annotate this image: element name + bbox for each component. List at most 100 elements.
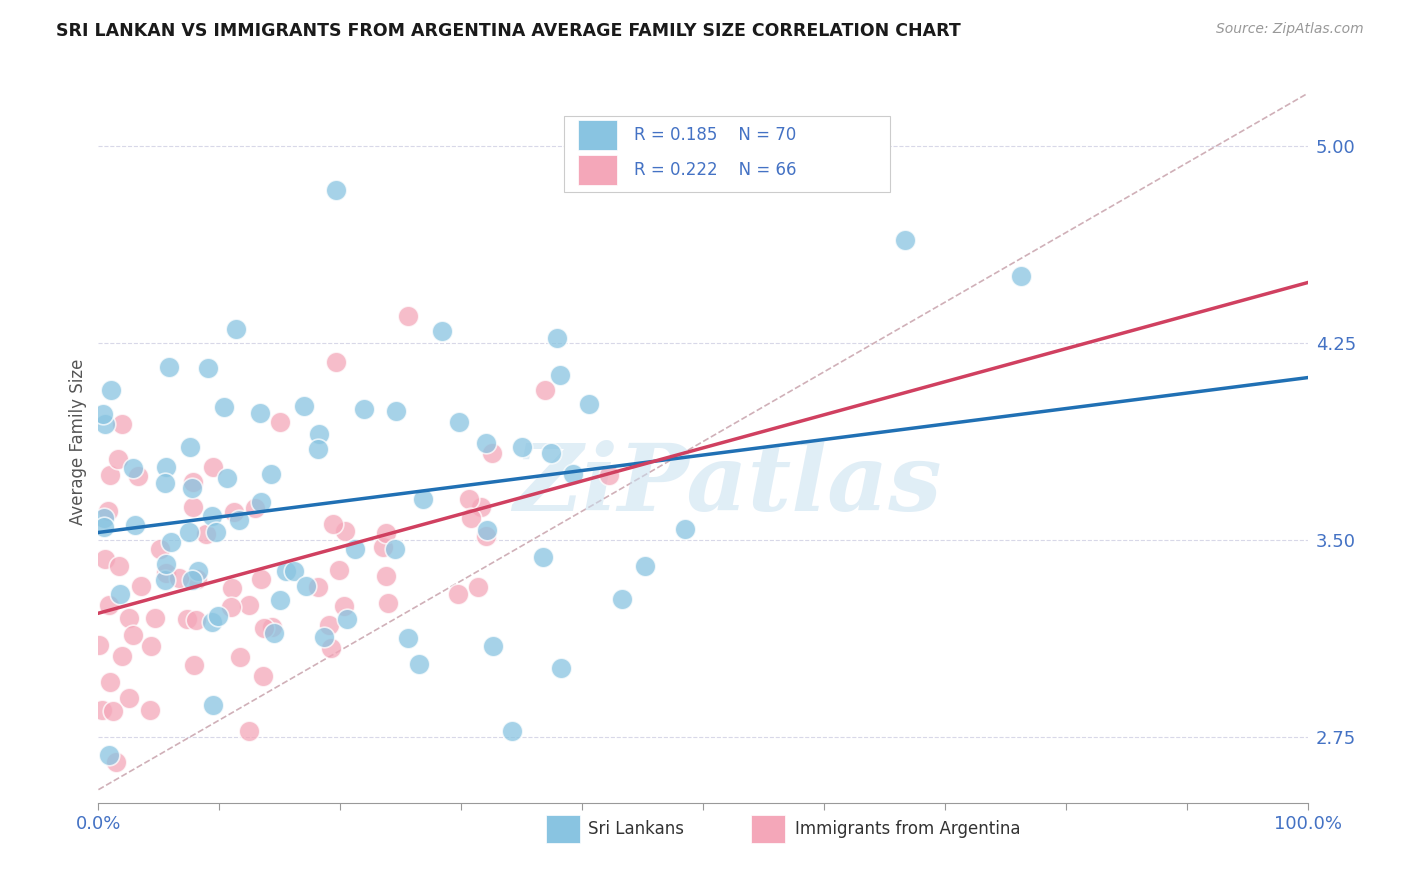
Point [127,469,149,483]
Point [561,467,583,481]
Point [550,661,572,675]
Text: Sri Lankans: Sri Lankans [588,820,685,838]
Point [201,615,224,629]
FancyBboxPatch shape [564,117,890,193]
Point [186,613,208,627]
FancyBboxPatch shape [578,154,617,185]
Point [470,500,492,514]
Text: Source: ZipAtlas.com: Source: ZipAtlas.com [1216,22,1364,37]
Point [217,471,239,485]
Point [155,558,177,572]
Point [249,495,271,509]
Point [201,698,224,713]
Point [269,593,291,607]
Point [219,599,242,614]
Point [343,542,366,557]
Point [447,415,470,429]
Point [250,572,273,586]
Point [283,564,305,578]
Point [531,549,554,564]
Point [238,599,260,613]
Text: SRI LANKAN VS IMMIGRANTS FROM ARGENTINA AVERAGE FAMILY SIZE CORRELATION CHART: SRI LANKAN VS IMMIGRANTS FROM ARGENTINA … [56,22,960,40]
Point [91,407,114,421]
Point [374,525,396,540]
Point [187,564,209,578]
Point [93,511,115,525]
Point [214,400,236,414]
Point [893,233,915,247]
Point [197,361,219,376]
Point [238,723,260,738]
Point [307,442,329,456]
Point [673,523,696,537]
Point [375,569,398,583]
Point [325,183,347,197]
Point [155,566,177,581]
Point [269,416,291,430]
Point [1010,268,1032,283]
Text: ZiPatlas: ZiPatlas [513,440,942,530]
Point [98,747,121,762]
Point [328,563,350,577]
Point [96,503,118,517]
Point [430,324,453,338]
Point [93,520,115,534]
Point [353,402,375,417]
Point [181,500,204,514]
Point [249,405,271,419]
Point [377,595,399,609]
Point [384,541,406,556]
Point [155,460,177,475]
Point [550,368,572,383]
Point [447,587,470,601]
Point [610,592,633,607]
Point [371,540,394,554]
Point [578,397,600,411]
Point [177,525,200,540]
Point [229,650,252,665]
Point [204,525,226,540]
Point [176,612,198,626]
Point [121,461,143,475]
Point [259,467,281,482]
Point [181,573,204,587]
Point [336,612,359,626]
Point [169,571,191,585]
Point [385,404,408,418]
Point [292,399,315,413]
Point [412,491,434,506]
FancyBboxPatch shape [546,815,579,843]
Point [294,579,316,593]
Point [228,514,250,528]
Point [207,609,229,624]
Point [501,724,523,739]
Point [396,631,419,645]
Point [540,446,562,460]
Text: Immigrants from Argentina: Immigrants from Argentina [794,820,1021,838]
Point [318,618,340,632]
Point [149,541,172,556]
Point [467,580,489,594]
Text: R = 0.222    N = 66: R = 0.222 N = 66 [634,161,797,179]
Point [263,625,285,640]
Point [195,527,218,541]
Point [111,648,134,663]
FancyBboxPatch shape [578,120,617,151]
Point [458,491,481,506]
Point [105,755,128,769]
Point [124,518,146,533]
Point [87,638,110,652]
Point [224,505,246,519]
Point [157,360,180,375]
Point [225,322,247,336]
Point [97,598,120,612]
Point [200,508,222,523]
Point [325,355,347,369]
Point [314,630,336,644]
Point [101,704,124,718]
Point [183,657,205,672]
Point [460,511,482,525]
Point [107,452,129,467]
Point [93,417,115,431]
Point [155,475,177,490]
